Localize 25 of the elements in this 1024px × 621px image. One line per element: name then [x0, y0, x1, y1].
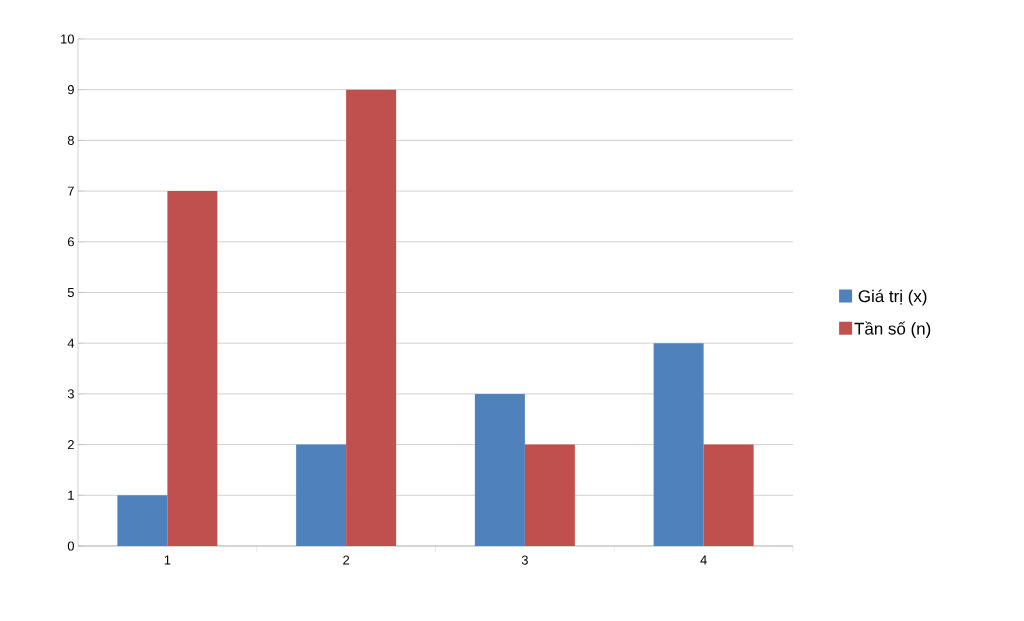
y-tick-label: 2 — [67, 440, 74, 450]
y-tick-label: 1 — [68, 490, 74, 500]
x-tick-label: 4 — [700, 555, 707, 565]
y-tick-label: 7 — [67, 186, 74, 196]
y-tick-label: 6 — [67, 237, 74, 247]
x-tick-label: 1 — [164, 555, 171, 565]
bar — [703, 444, 754, 546]
bar — [346, 89, 397, 546]
legend-label: Giá trị (x) — [858, 289, 927, 306]
y-tick-label: 5 — [67, 287, 74, 297]
legend-label: Tần số (n) — [854, 321, 931, 338]
y-tick-label: 4 — [67, 338, 75, 348]
x-tick-label: 2 — [343, 555, 350, 565]
bar — [296, 444, 347, 546]
bar — [524, 444, 575, 546]
bar — [117, 495, 168, 546]
y-tick-label: 8 — [67, 135, 74, 145]
bar — [167, 191, 218, 546]
y-tick-label: 10 — [61, 34, 74, 44]
bar — [653, 343, 704, 546]
y-tick-label: 9 — [67, 85, 74, 95]
bar — [474, 393, 525, 546]
y-tick-label: 3 — [67, 389, 74, 399]
y-tick-label: 0 — [67, 541, 74, 551]
x-tick-label: 3 — [521, 555, 528, 565]
